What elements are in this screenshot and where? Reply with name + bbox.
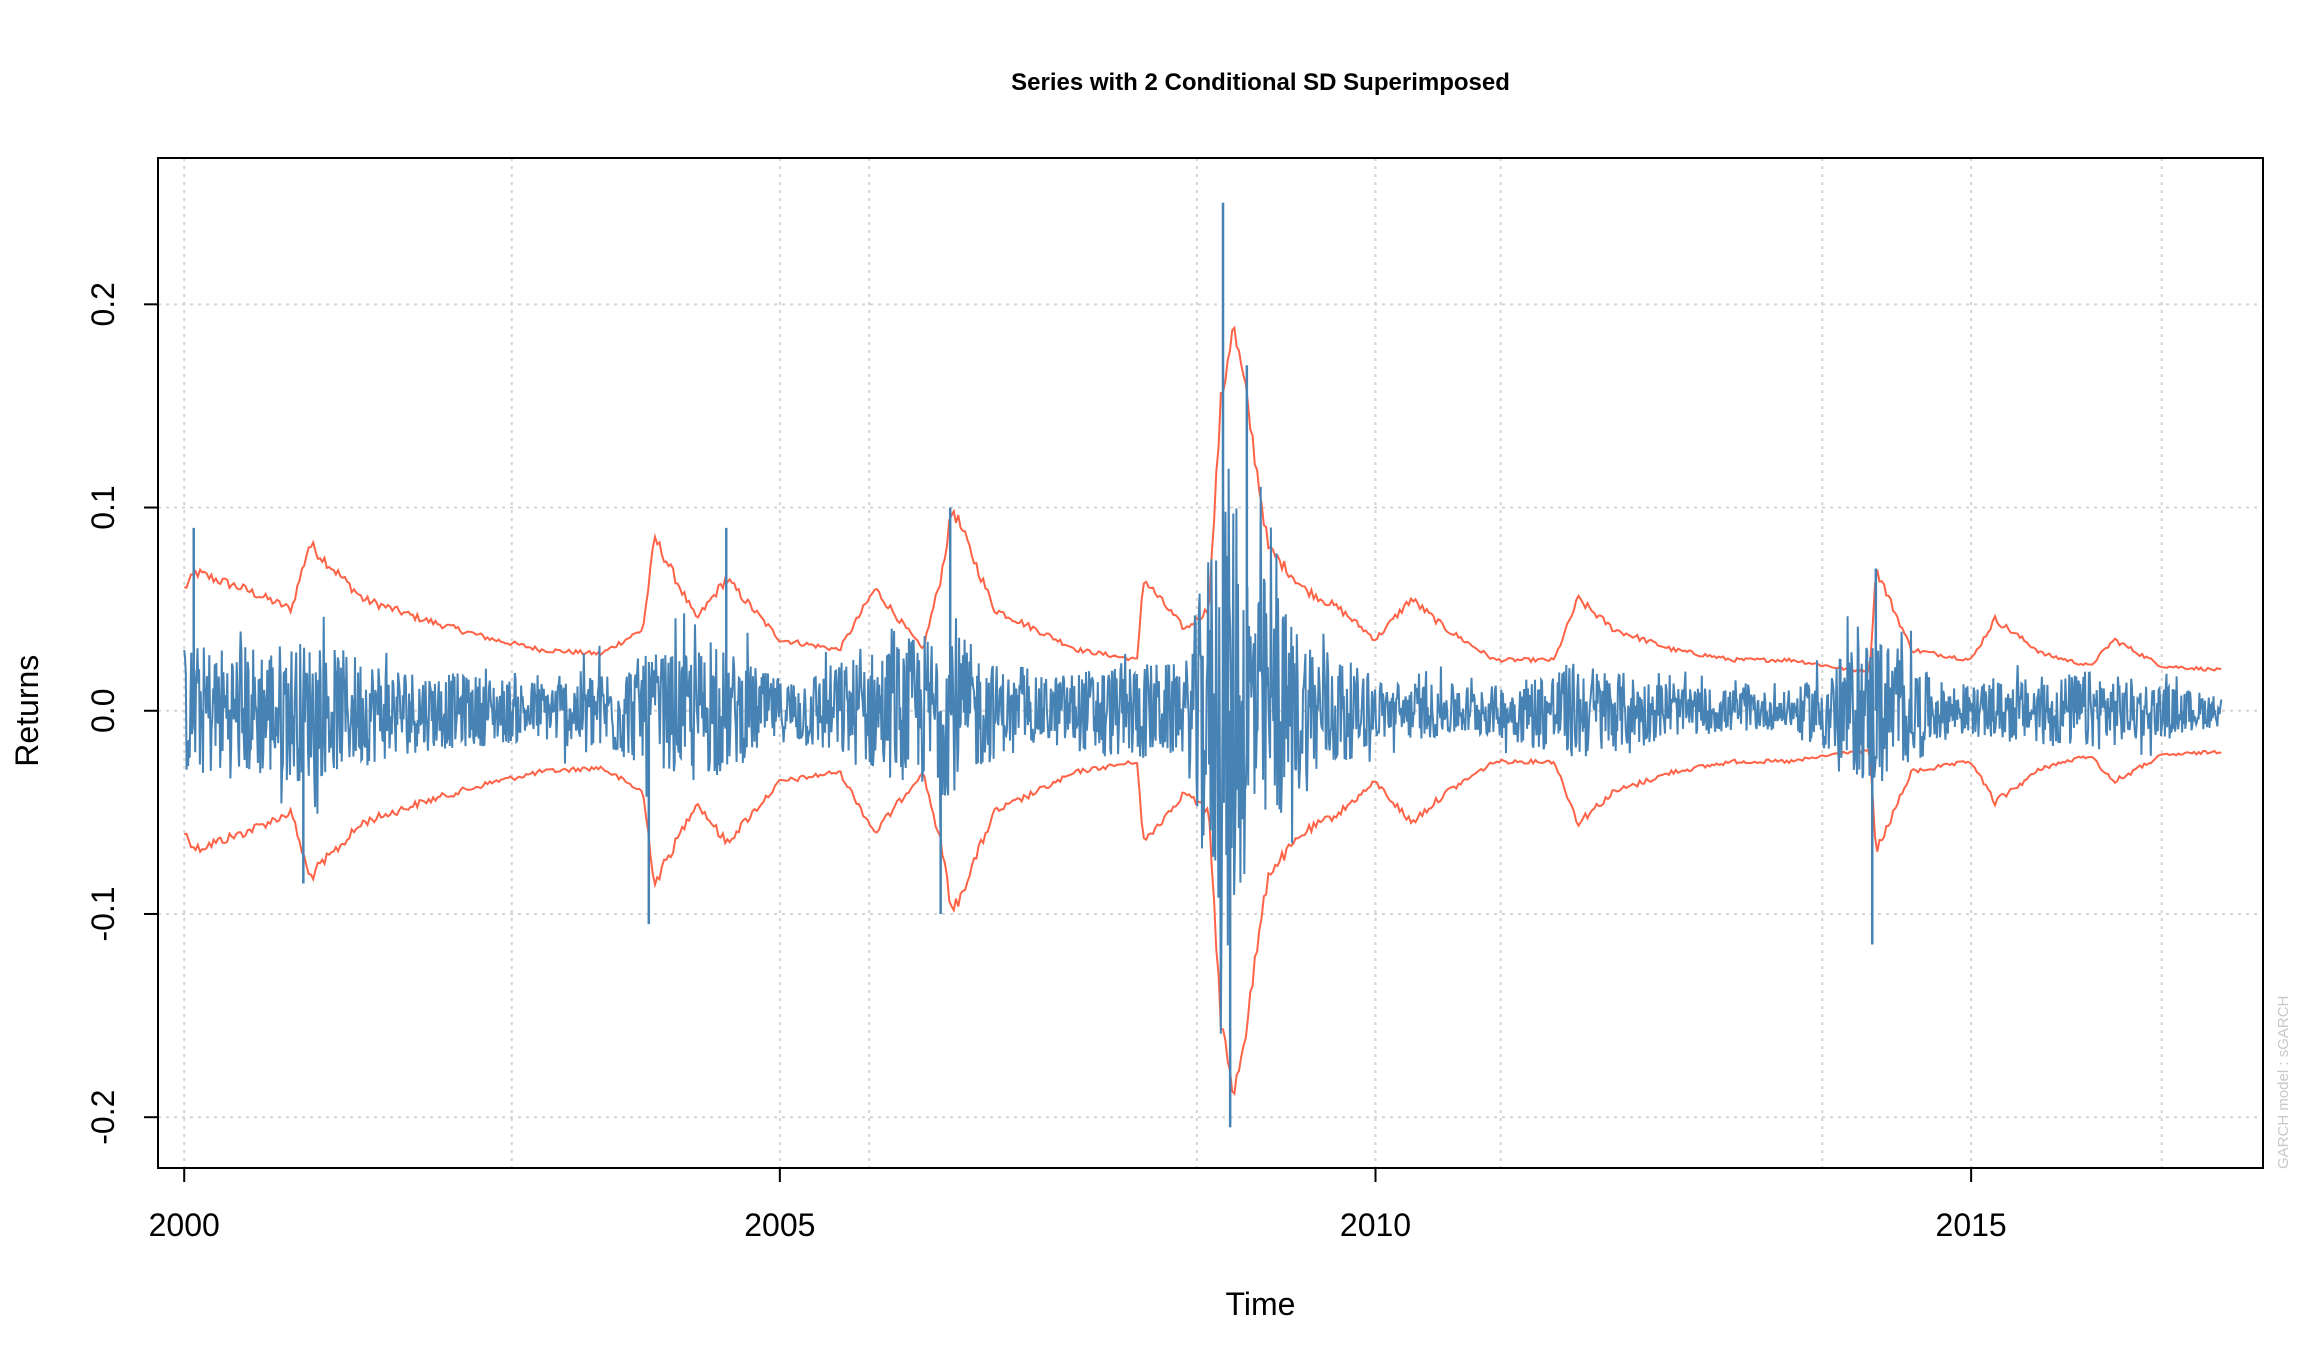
x-tick-label-3: 2015 [1936, 1207, 2007, 1243]
y-tick-label-4: 0.2 [85, 282, 121, 326]
y-tick-label-2: 0.0 [85, 689, 121, 733]
x-tick-label-1: 2005 [744, 1207, 815, 1243]
chart-title: Series with 2 Conditional SD Superimpose… [1011, 69, 1510, 96]
upper-2sd-line [184, 325, 2222, 673]
returns-line [183, 468, 2223, 1034]
y-tick-label-3: 0.1 [85, 485, 121, 529]
x-tick-label-2: 2010 [1340, 1207, 1411, 1243]
y-tick-label-0: -0.2 [85, 1090, 121, 1145]
x-tick-label-0: 2000 [149, 1207, 220, 1243]
y-axis-title: Returns [9, 655, 45, 767]
model-watermark: GARCH model : sGARCH [2275, 996, 2292, 1169]
axis-ticks: 2000 2005 2010 2015 -0.2 -0.1 0.0 0.1 0.2 [85, 282, 2007, 1243]
plot-frame [157, 157, 2264, 1169]
returns-series [183, 202, 2223, 1128]
x-axis-title: Time [1226, 1286, 1296, 1322]
y-tick-label-1: -0.1 [85, 886, 121, 941]
